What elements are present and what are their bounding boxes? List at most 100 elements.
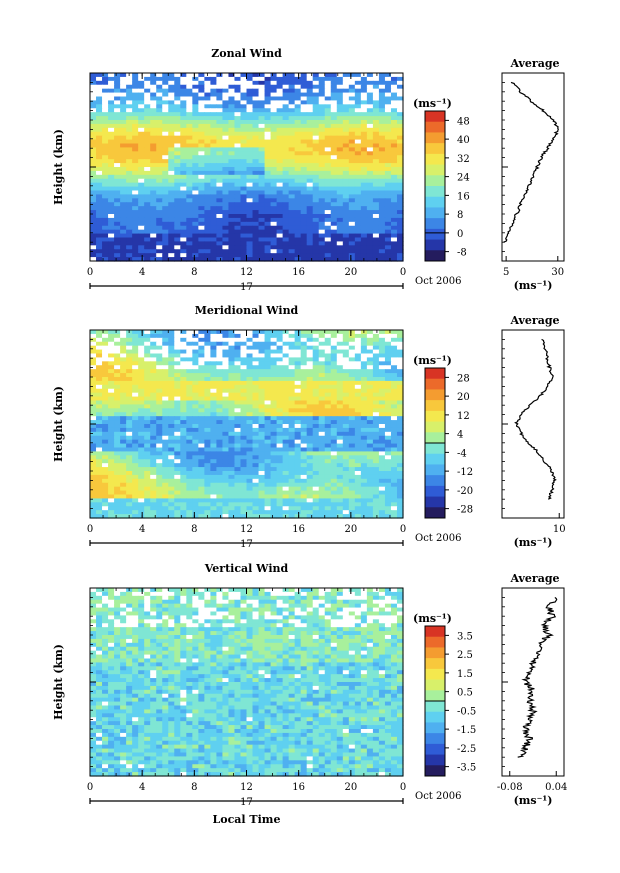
- heat-cell: [360, 384, 368, 390]
- heat-cell: [162, 190, 169, 196]
- heat-cell: [384, 431, 392, 437]
- heat-cell: [246, 163, 254, 168]
- heat-cell: [396, 96, 404, 102]
- heat-cell: [192, 253, 199, 258]
- heat-cell: [168, 478, 175, 484]
- heat-cell: [318, 167, 326, 172]
- heat-cell: [366, 80, 374, 86]
- heat-cell: [132, 459, 139, 464]
- heat-cell: [198, 210, 205, 215]
- heat-cell: [96, 420, 103, 425]
- heat-cell: [264, 80, 272, 86]
- heat-cell: [144, 233, 151, 239]
- heat-cell: [300, 139, 308, 145]
- heat-cell: [120, 330, 127, 335]
- heat-cell: [192, 494, 199, 500]
- heat-cell: [162, 474, 169, 480]
- heat-cell: [138, 396, 145, 402]
- heat-cell: [366, 159, 374, 164]
- heat-cell: [378, 447, 386, 453]
- heat-cell: [228, 198, 236, 203]
- heat-cell: [204, 474, 211, 480]
- heat-cell: [306, 380, 314, 386]
- heat-cell: [264, 377, 272, 382]
- heat-cell: [198, 249, 205, 254]
- heat-cell: [318, 337, 326, 343]
- heat-cell: [120, 229, 127, 235]
- heat-cell: [390, 104, 398, 109]
- heat-cell: [336, 202, 344, 207]
- heat-cell: [222, 151, 230, 156]
- heat-cell: [306, 455, 314, 460]
- heat-cell: [330, 194, 338, 199]
- heat-cell: [90, 396, 97, 402]
- heat-cell: [234, 474, 242, 480]
- heat-cell: [384, 108, 392, 113]
- heat-cell: [264, 198, 272, 203]
- heat-cell: [300, 73, 308, 78]
- heat-cell: [198, 221, 205, 227]
- heat-cell: [312, 182, 320, 188]
- heat-cell: [114, 369, 121, 374]
- heat-cell: [90, 502, 97, 507]
- heat-cell: [330, 217, 338, 223]
- heat-cell: [372, 190, 380, 196]
- heat-cell: [294, 408, 302, 413]
- heat-cell: [192, 73, 199, 78]
- heat-cell: [354, 217, 362, 223]
- heat-cell: [90, 155, 97, 160]
- heat-cell: [240, 198, 248, 203]
- heat-cell: [180, 190, 187, 196]
- heat-cell: [366, 459, 374, 464]
- heat-cell: [330, 257, 338, 262]
- heat-cell: [102, 139, 109, 145]
- heat-cell: [174, 333, 181, 339]
- heat-cell: [330, 116, 338, 121]
- heat-cell: [126, 388, 133, 394]
- heat-cell: [216, 337, 224, 343]
- heat-cell: [312, 174, 320, 180]
- heat-cell: [240, 202, 248, 207]
- heat-cell: [96, 174, 103, 180]
- heat-cell: [288, 494, 296, 500]
- colorbar-tick-label: -8: [457, 248, 467, 259]
- heat-cell: [366, 249, 374, 254]
- heat-cell: [330, 186, 338, 192]
- heat-cell: [156, 182, 163, 188]
- heat-cell: [216, 241, 224, 246]
- heat-cell: [270, 182, 278, 188]
- heat-cell: [378, 400, 386, 406]
- heat-cell: [102, 100, 109, 105]
- heat-cell: [366, 369, 374, 374]
- heat-cell: [264, 396, 272, 402]
- heat-cell: [336, 194, 344, 199]
- heat-cell: [126, 377, 133, 382]
- heat-cell: [138, 249, 145, 254]
- heat-cell: [294, 120, 302, 125]
- heat-cell: [324, 88, 332, 94]
- heat-cell: [360, 420, 368, 425]
- heat-cell: [108, 147, 115, 152]
- heat-cell: [330, 233, 338, 239]
- heat-cell: [336, 463, 344, 468]
- heat-cell: [288, 143, 296, 149]
- heat-cell: [120, 424, 127, 429]
- heat-cell: [324, 92, 332, 98]
- heat-cell: [318, 241, 326, 246]
- heat-cell: [294, 135, 302, 141]
- heat-cell: [300, 424, 308, 429]
- heat-cell: [366, 139, 374, 145]
- heat-cell: [300, 80, 308, 86]
- heat-cell: [240, 104, 248, 109]
- heat-cell: [192, 361, 199, 366]
- heat-cell: [264, 190, 272, 196]
- heat-cell: [378, 233, 386, 239]
- heat-cell: [162, 408, 169, 413]
- heat-cell: [372, 404, 380, 409]
- heat-cell: [228, 108, 236, 113]
- heat-cell: [276, 229, 284, 235]
- heat-cell: [162, 431, 169, 437]
- heat-cell: [360, 447, 368, 453]
- heat-cell: [114, 73, 121, 78]
- heat-cell: [342, 420, 350, 425]
